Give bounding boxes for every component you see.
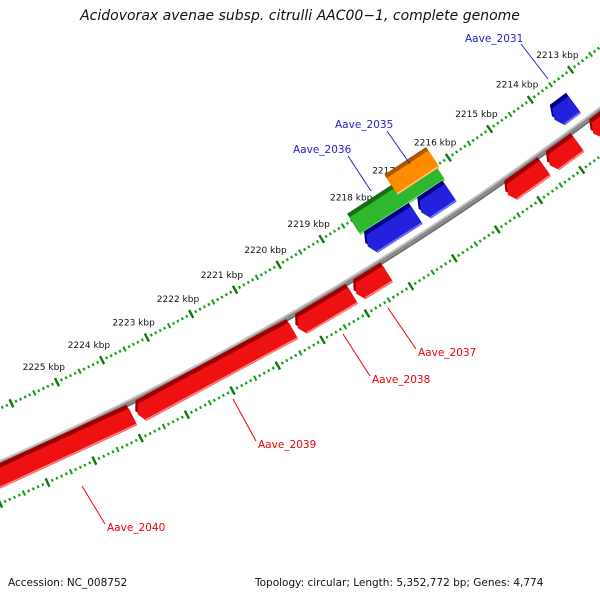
kbp-tick-label: 2214 kbp: [496, 81, 539, 91]
lower-tick-arc-minor-dots: [3, 155, 600, 504]
lower-tick-arc-kbp-ticks: [0, 165, 586, 509]
callout-line-aave_2040: [81, 485, 106, 525]
accession-text: Accession: NC_008752: [8, 577, 128, 589]
gene-arrow-orange-aave_2035-edge-highlight: [396, 165, 440, 195]
kbp-tick-label: 2218 kbp: [330, 194, 373, 204]
gene-arrow-red-aave_2039-edge-highlight: [145, 337, 299, 421]
gene-label-aave_2031: Aave_2031: [465, 33, 523, 45]
genome-stats-text: Topology: circular; Length: 5,352,772 bp…: [255, 577, 544, 589]
callout-line-aave_2031: [520, 43, 549, 80]
gene-label-aave_2038: Aave_2038: [372, 374, 430, 386]
gene-arrow-orange-aave_2035: [386, 150, 440, 195]
gene-label-aave_2039: Aave_2039: [258, 439, 316, 451]
gene-arrow-blue-3: [419, 184, 457, 219]
kbp-tick-label: 2223 kbp: [112, 319, 155, 329]
gene-arrow-red-9-edge-highlight: [516, 174, 551, 200]
gene-arrow-red-10-edge-highlight: [558, 150, 585, 170]
gene-arrow-red-aave_2038-edge-highlight: [306, 302, 358, 334]
genome-backbone-highlight: [0, 106, 600, 462]
lower-tick-arc-half-ticks: [21, 182, 564, 497]
gene-arrow-blue-aave_2031-edge-highlight: [563, 111, 581, 126]
gene-arrow-red-aave_2039: [137, 322, 299, 421]
gene-arrow-blue-2: [366, 206, 423, 253]
gene-arrow-green-aave_2036: [349, 162, 446, 236]
kbp-tick-label: 2213 kbp: [536, 51, 579, 61]
callout-line-aave_2036: [347, 155, 372, 192]
gene-label-aave_2040: Aave_2040: [107, 522, 165, 534]
gene-label-aave_2036: Aave_2036: [293, 144, 352, 156]
kbp-tick-label: 2224 kbp: [68, 341, 111, 351]
kbp-tick-label: 2225 kbp: [23, 363, 66, 373]
gene-arrow-red-10: [548, 136, 585, 170]
callout-line-aave_2038: [342, 333, 371, 377]
callout-line-aave_2037: [387, 307, 417, 350]
kbp-tick-label: 2215 kbp: [455, 110, 498, 120]
figure-title: Acidovorax avenae subsp. citrulli AAC00−…: [80, 8, 520, 24]
gene-arrow-red-aave_2037: [355, 265, 394, 300]
kbp-tick-label: 2216 kbp: [414, 139, 457, 149]
gene-arrow-red-aave_2040-edge-highlight: [0, 423, 138, 489]
kbp-tick-label: 2221 kbp: [201, 271, 244, 281]
gene-arrow-red-aave_2037-edge-highlight: [364, 280, 393, 299]
gene-arrow-red-aave_2038: [297, 287, 358, 334]
kbp-tick-label: 2219 kbp: [287, 220, 330, 230]
callout-line-aave_2035: [386, 130, 411, 165]
kbp-tick-label: 2222 kbp: [157, 295, 200, 305]
gene-arrow-red-9: [506, 160, 552, 200]
gene-label-aave_2037: Aave_2037: [418, 347, 476, 359]
kbp-tick-label: 2220 kbp: [244, 246, 287, 256]
gene-label-aave_2035: Aave_2035: [335, 119, 393, 131]
gene-arrow-blue-2-edge-highlight: [376, 222, 423, 253]
genome-backbone: [0, 106, 600, 467]
gene-arrow-red-11: [591, 116, 600, 137]
gene-arrow-blue-3-edge-highlight: [430, 199, 457, 219]
callout-line-aave_2039: [232, 398, 257, 442]
gene-arrow-red-aave_2040: [0, 408, 138, 489]
